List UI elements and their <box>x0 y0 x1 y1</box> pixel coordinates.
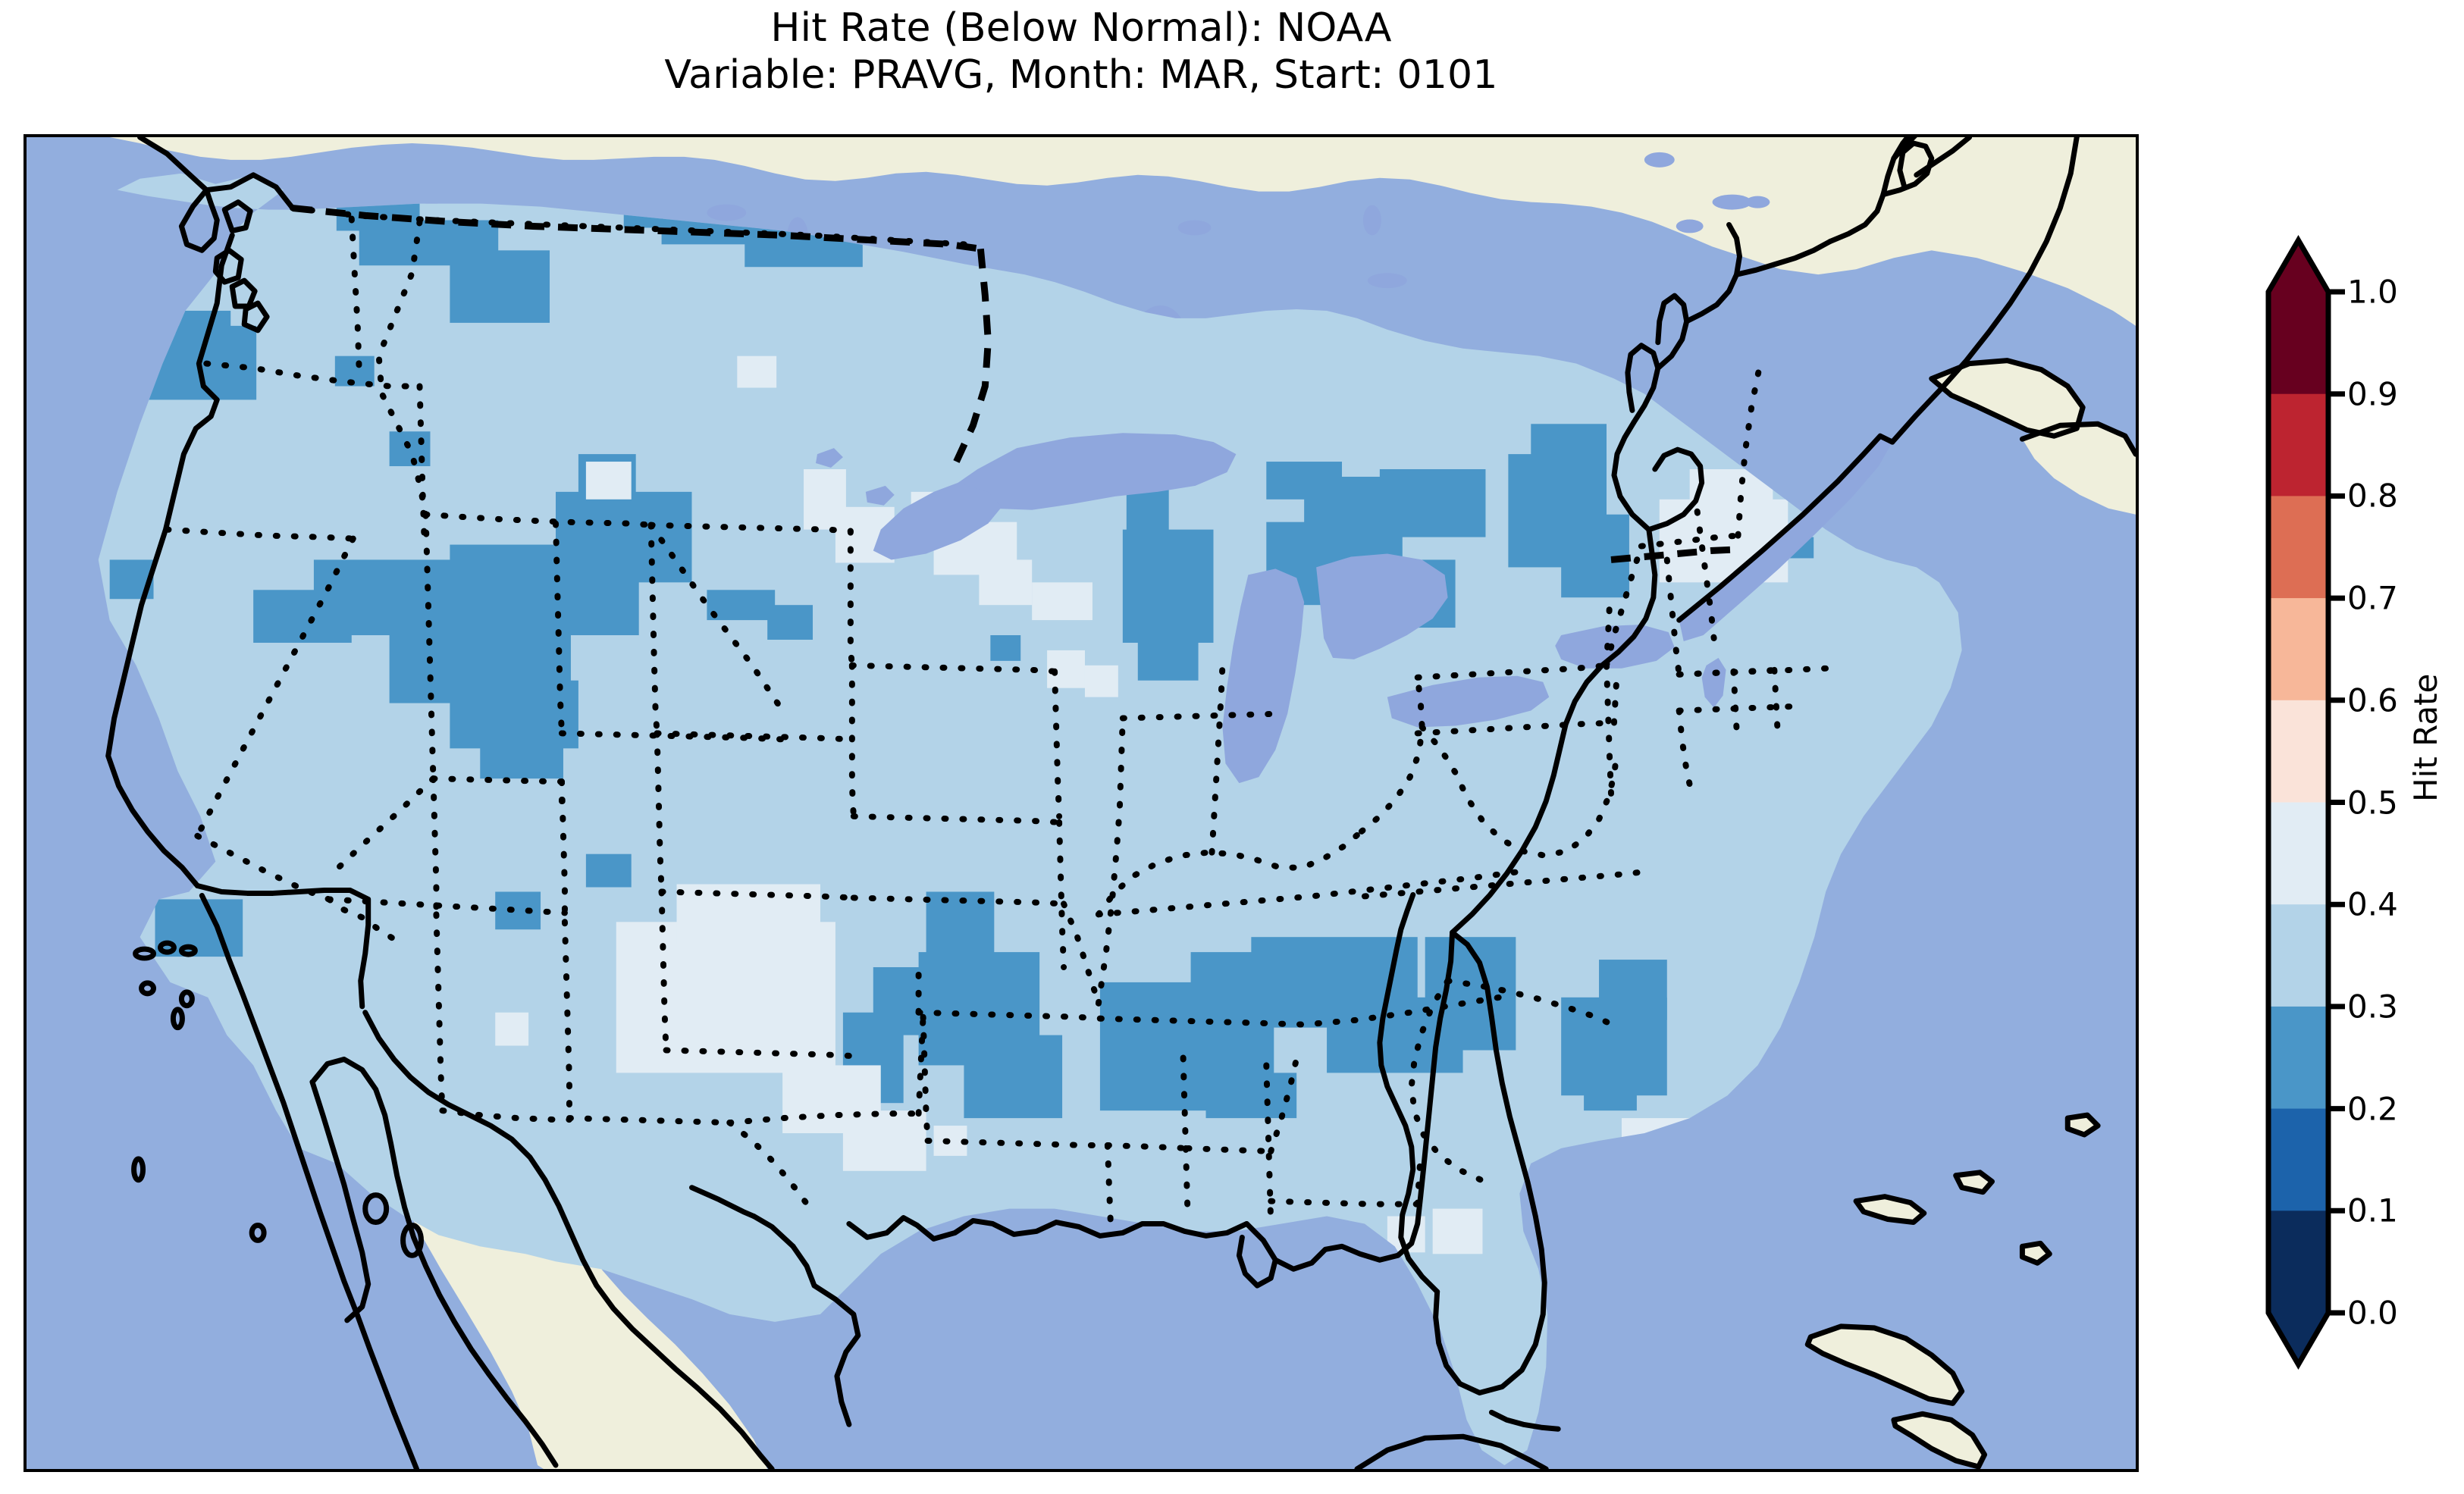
map-layers <box>27 137 2136 1469</box>
map-plot-area <box>24 134 2139 1472</box>
colorbar-tick-0-3: 0.3 <box>2347 988 2398 1026</box>
colorbar-tick-0-7: 0.7 <box>2347 579 2398 617</box>
title-line-2: Variable: PRAVG, Month: MAR, Start: 0101 <box>664 52 1498 98</box>
colorbar-axis-label: Hit Rate <box>2407 673 2444 802</box>
colorbar-tick-0-8: 0.8 <box>2347 477 2398 515</box>
map-canvas <box>27 137 2136 1469</box>
country-border-layer <box>292 205 1743 563</box>
great-lakes-layer <box>816 433 1892 784</box>
colorbar-tick-0-1: 0.1 <box>2347 1192 2398 1229</box>
chart-title: Hit Rate (Below Normal): NOAA Variable: … <box>0 5 2162 99</box>
state-border-layer <box>164 205 1829 1227</box>
colorbar-tick-0-0: 0.0 <box>2347 1294 2398 1332</box>
colorbar-tick-0-4: 0.4 <box>2347 885 2398 923</box>
colorbar[interactable]: 0.0 0.1 0.2 0.3 0.4 0.5 0.6 0.7 0.8 0.9 1.0 <box>2265 235 2398 1370</box>
colorbar-tick-0-5: 0.5 <box>2347 784 2398 821</box>
coastline-layer <box>105 137 2136 1469</box>
colorbar-tick-0-9: 0.9 <box>2347 375 2398 413</box>
colorbar-swatches <box>2265 235 2345 1370</box>
colorbar-tick-0-2: 0.2 <box>2347 1090 2398 1128</box>
title-line-1: Hit Rate (Below Normal): NOAA <box>770 5 1392 51</box>
colorbar-tick-0-6: 0.6 <box>2347 681 2398 719</box>
colorbar-tick-1-0: 1.0 <box>2347 273 2398 311</box>
